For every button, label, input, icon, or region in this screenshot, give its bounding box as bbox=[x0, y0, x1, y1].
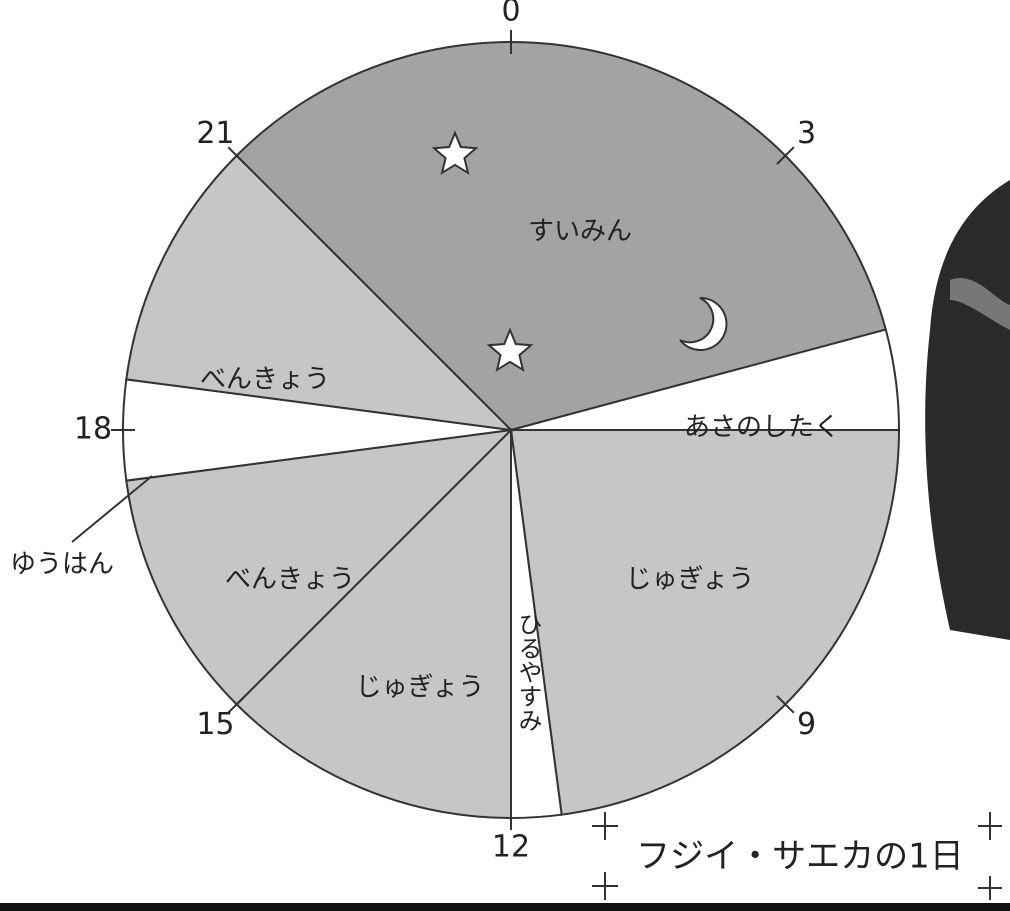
slice bbox=[235, 427, 512, 820]
crop-marks bbox=[592, 812, 1002, 900]
tick-mark bbox=[776, 695, 795, 714]
slice-label: じゅぎょう bbox=[356, 673, 485, 703]
slice-label: じゅぎょう bbox=[626, 565, 755, 595]
pie: すいみんあさのしたくじゅぎょうひるやすみじゅぎょうべんきょうゆうはんべんきょう0… bbox=[10, 0, 901, 865]
slice-label: ひるやすみ bbox=[514, 612, 542, 732]
slice bbox=[509, 429, 901, 816]
moon-icon bbox=[679, 296, 728, 351]
star-icon bbox=[486, 327, 534, 372]
tick-label: 18 bbox=[74, 412, 112, 447]
slice-label: ゆうはん bbox=[10, 550, 114, 580]
bottom-border bbox=[0, 903, 1010, 911]
slice-label: あさのしたく bbox=[684, 413, 840, 443]
star-icon bbox=[431, 130, 479, 175]
slice-label: べんきょう bbox=[200, 365, 330, 395]
slice bbox=[125, 428, 514, 706]
character-hair bbox=[925, 180, 1010, 640]
slice-label: べんきょう bbox=[225, 565, 355, 595]
hair-highlight bbox=[950, 277, 1010, 330]
tick-mark bbox=[227, 695, 246, 714]
leader-line bbox=[71, 475, 153, 543]
chart-title: フジイ・サエカの1日 bbox=[636, 837, 964, 877]
tick-label: 9 bbox=[797, 707, 816, 742]
tick-label: 12 bbox=[492, 830, 530, 865]
tick-label: 0 bbox=[501, 0, 520, 29]
tick-label: 21 bbox=[196, 116, 234, 151]
tick-label: 3 bbox=[797, 116, 816, 151]
slice bbox=[125, 154, 514, 432]
tick-mark bbox=[227, 146, 246, 165]
tick-label: 15 bbox=[196, 707, 234, 742]
tick-mark bbox=[776, 146, 795, 165]
slice-label: すいみん bbox=[528, 217, 632, 247]
